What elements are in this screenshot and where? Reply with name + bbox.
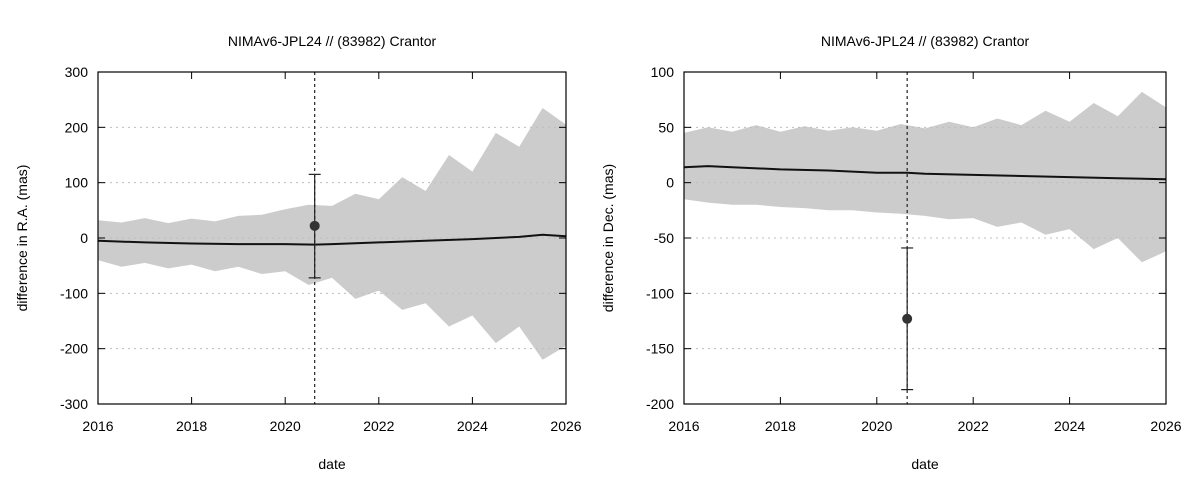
- chart-title: NIMAv6-JPL24 // (83982) Crantor: [228, 33, 437, 49]
- observation-point: [309, 220, 320, 231]
- x-tick-label: 2018: [765, 418, 796, 434]
- x-tick-label: 2024: [457, 418, 488, 434]
- x-tick-label: 2020: [861, 418, 892, 434]
- y-tick-label: 200: [65, 119, 89, 135]
- x-tick-label: 2022: [363, 418, 394, 434]
- y-tick-label: 0: [80, 230, 88, 246]
- y-tick-label: -300: [60, 396, 88, 412]
- chart-panel-1: -300 -200 -100 0 100 200 300 2016 2018 2020 2022 20…: [14, 33, 582, 472]
- uncertainty-band: [684, 91, 1166, 263]
- y-axis-label: difference in R.A. (mas): [14, 165, 30, 312]
- residual-series-line: [683, 165, 1167, 181]
- residual-series-line: [97, 233, 567, 246]
- x-tick-label: 2026: [550, 418, 581, 434]
- x-axis-label: date: [318, 456, 345, 472]
- x-tick-label: 2022: [958, 418, 989, 434]
- y-axis-label: difference in Dec. (mas): [600, 164, 616, 312]
- x-tick-label: 2020: [270, 418, 301, 434]
- y-tick-label: 0: [666, 175, 674, 191]
- y-tick-label: 300: [65, 64, 89, 80]
- x-tick-label: 2018: [176, 418, 207, 434]
- chart-title: NIMAv6-JPL24 // (83982) Crantor: [821, 33, 1030, 49]
- x-axis-label: date: [911, 456, 938, 472]
- y-tick-label: 50: [658, 119, 674, 135]
- y-tick-label: 100: [651, 64, 675, 80]
- observation-point: [902, 313, 913, 324]
- y-tick-label: -50: [654, 230, 674, 246]
- x-tick-label: 2024: [1054, 418, 1085, 434]
- chart-panel-2: -200 -150 -100 -50 0 50 100 2016 2018 2020 2022 202…: [600, 33, 1182, 472]
- x-tick-label: 2016: [82, 418, 113, 434]
- y-tick-label: -100: [60, 285, 88, 301]
- x-tick-label: 2016: [668, 418, 699, 434]
- y-tick-label: -150: [646, 341, 674, 357]
- y-tick-label: -100: [646, 285, 674, 301]
- uncertainty-band: [98, 108, 566, 360]
- y-tick-label: -200: [646, 396, 674, 412]
- y-tick-label: -200: [60, 341, 88, 357]
- y-tick-label: 100: [65, 175, 89, 191]
- x-tick-label: 2026: [1150, 418, 1181, 434]
